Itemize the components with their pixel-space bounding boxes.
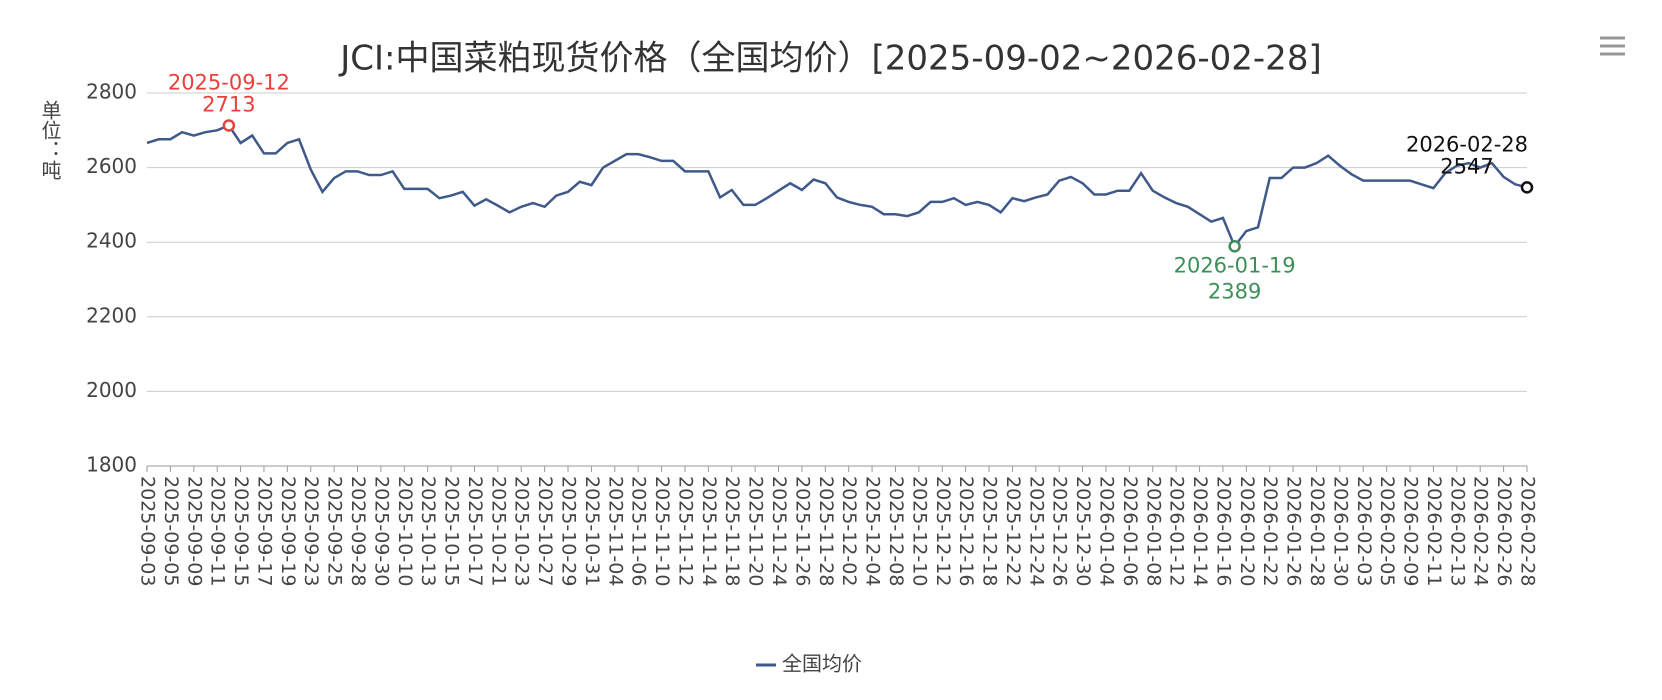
x-tick-label: 2025-12-26 bbox=[1049, 476, 1071, 586]
chart-title: JCI:中国菜粕现货价格（全国均价）[2025-09-02~2026-02-28… bbox=[338, 39, 1321, 79]
annotation-date: 2026-01-19 bbox=[1174, 253, 1296, 277]
x-tick-label: 2025-09-28 bbox=[347, 476, 369, 586]
x-tick-label: 2026-01-26 bbox=[1283, 476, 1305, 586]
x-tick-label: 2025-10-10 bbox=[394, 476, 416, 586]
x-tick-label: 2025-10-27 bbox=[534, 476, 556, 586]
x-tick-label: 2025-11-14 bbox=[698, 476, 720, 586]
x-tick-label: 2026-01-04 bbox=[1095, 476, 1117, 586]
x-tick-label: 2025-09-25 bbox=[324, 476, 346, 586]
x-tick-label: 2026-02-05 bbox=[1376, 476, 1398, 586]
annotation-value: 2389 bbox=[1208, 279, 1261, 303]
y-tick-label: 1800 bbox=[86, 453, 137, 477]
x-tick-label: 2026-01-30 bbox=[1329, 476, 1351, 586]
x-tick-label: 2025-12-10 bbox=[908, 476, 930, 586]
x-tick-label: 2025-11-24 bbox=[768, 476, 790, 586]
x-tick-label: 2025-09-03 bbox=[137, 476, 159, 586]
x-tick-label: 2026-02-28 bbox=[1517, 476, 1539, 586]
x-tick-label: 2025-09-05 bbox=[160, 476, 182, 586]
x-tick-label: 2025-09-15 bbox=[230, 476, 252, 586]
x-tick-label: 2025-09-11 bbox=[207, 476, 229, 586]
x-tick-label: 2025-12-16 bbox=[955, 476, 977, 586]
x-tick-label: 2026-01-12 bbox=[1166, 476, 1188, 586]
y-tick-label: 2800 bbox=[86, 80, 137, 104]
x-tick-label: 2025-09-09 bbox=[183, 476, 205, 586]
x-tick-label: 2026-01-16 bbox=[1212, 476, 1234, 586]
x-tick-label: 2025-11-12 bbox=[674, 476, 696, 586]
annotation-value: 2713 bbox=[202, 92, 255, 116]
x-tick-label: 2025-10-23 bbox=[511, 476, 533, 586]
annotation-date: 2026-02-28 bbox=[1406, 132, 1528, 156]
annotation-marker bbox=[1228, 240, 1241, 253]
menu-icon[interactable] bbox=[1600, 36, 1625, 56]
legend-label: 全国均价 bbox=[782, 652, 862, 676]
x-tick-label: 2025-10-17 bbox=[464, 476, 486, 586]
annotation-value: 2547 bbox=[1440, 154, 1493, 178]
x-tick-label: 2025-10-13 bbox=[417, 476, 439, 586]
x-tick-label: 2025-12-24 bbox=[1025, 476, 1047, 586]
y-axis-label: 单位：吨 bbox=[38, 100, 62, 180]
x-tick-label: 2026-01-20 bbox=[1236, 476, 1258, 586]
x-tick-label: 2025-12-08 bbox=[885, 476, 907, 586]
x-tick-label: 2025-10-29 bbox=[558, 476, 580, 586]
x-tick-label: 2025-11-04 bbox=[604, 476, 626, 586]
x-tick-label: 2026-01-08 bbox=[1142, 476, 1164, 586]
x-tick-label: 2026-02-09 bbox=[1400, 476, 1422, 586]
x-tick-label: 2026-01-28 bbox=[1306, 476, 1328, 586]
x-tick-label: 2025-11-10 bbox=[651, 476, 673, 586]
x-tick-label: 2026-02-03 bbox=[1353, 476, 1375, 586]
x-tick-label: 2025-11-26 bbox=[791, 476, 813, 586]
y-tick-label: 2000 bbox=[86, 378, 137, 402]
x-tick-label: 2025-12-02 bbox=[838, 476, 860, 586]
annotation-marker bbox=[1520, 181, 1534, 194]
x-tick-label: 2025-10-31 bbox=[581, 476, 603, 586]
x-tick-label: 2025-11-06 bbox=[628, 476, 650, 586]
series-line bbox=[146, 123, 1528, 249]
y-tick-label: 2600 bbox=[86, 154, 137, 178]
x-tick-label: 2025-10-21 bbox=[487, 476, 509, 586]
x-tick-label: 2026-01-14 bbox=[1189, 476, 1211, 586]
x-tick-label: 2025-11-20 bbox=[745, 476, 767, 586]
annotation-marker bbox=[222, 119, 236, 132]
x-tick-label: 2026-02-11 bbox=[1423, 476, 1445, 586]
x-tick-label: 2025-11-18 bbox=[721, 476, 743, 586]
y-tick-label: 2200 bbox=[86, 303, 137, 327]
x-tick-label: 2025-09-23 bbox=[300, 476, 322, 586]
x-tick-label: 2026-02-24 bbox=[1470, 476, 1492, 586]
x-tick-label: 2026-01-22 bbox=[1259, 476, 1281, 586]
x-tick-label: 2025-09-17 bbox=[253, 476, 275, 586]
x-tick-label: 2025-09-19 bbox=[277, 476, 299, 586]
annotation-date: 2025-09-12 bbox=[168, 70, 290, 94]
x-tick-label: 2025-12-18 bbox=[979, 476, 1001, 586]
x-tick-label: 2025-10-15 bbox=[441, 476, 463, 586]
x-tick-label: 2025-12-30 bbox=[1072, 476, 1094, 586]
x-tick-label: 2025-11-28 bbox=[815, 476, 837, 586]
x-tick-label: 2025-12-12 bbox=[932, 476, 954, 586]
x-tick-label: 2025-12-22 bbox=[1002, 476, 1024, 586]
x-tick-label: 2025-12-04 bbox=[862, 476, 884, 586]
x-tick-label: 2025-09-30 bbox=[370, 476, 392, 586]
x-tick-label: 2026-02-26 bbox=[1493, 476, 1515, 586]
x-tick-label: 2026-02-13 bbox=[1446, 476, 1468, 586]
y-tick-label: 2400 bbox=[86, 229, 137, 253]
x-tick-label: 2026-01-06 bbox=[1119, 476, 1141, 586]
